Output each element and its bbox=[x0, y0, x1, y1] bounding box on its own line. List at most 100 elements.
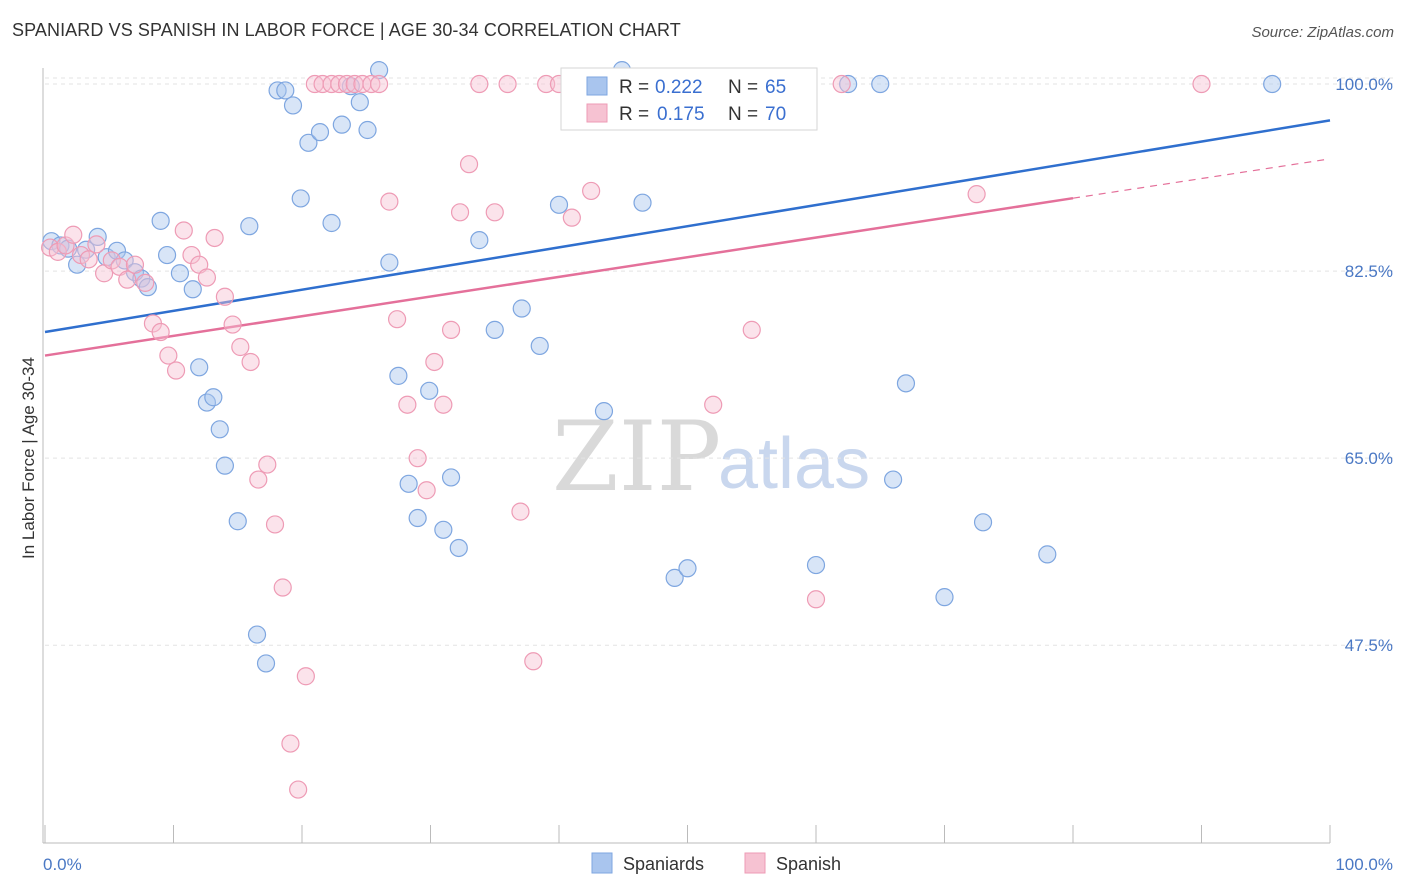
data-point-spaniards bbox=[88, 227, 107, 246]
data-point-spaniards bbox=[240, 217, 259, 236]
data-point-spaniards bbox=[449, 538, 468, 558]
data-point-spanish bbox=[441, 320, 461, 339]
data-point-spaniards bbox=[299, 133, 318, 152]
data-point-spanish bbox=[241, 352, 260, 372]
data-point-spanish bbox=[182, 245, 201, 265]
y-tick-label: 100.0% bbox=[1335, 75, 1393, 94]
data-point-spaniards bbox=[256, 654, 276, 673]
data-point-spanish bbox=[87, 235, 106, 254]
data-point-spaniards bbox=[1263, 74, 1282, 94]
data-point-spaniards bbox=[389, 366, 408, 385]
legend-swatch-spaniards bbox=[586, 76, 608, 96]
trend-lines bbox=[44, 119, 1331, 357]
data-point-spaniards bbox=[633, 193, 652, 212]
y-tick-label: 65.0% bbox=[1345, 449, 1393, 468]
data-point-spaniards bbox=[530, 336, 549, 356]
data-point-spanish bbox=[118, 270, 137, 289]
data-point-spanish bbox=[64, 225, 83, 244]
data-point-spaniards bbox=[228, 512, 247, 531]
data-point-spaniards bbox=[806, 555, 826, 575]
data-point-spanish bbox=[380, 192, 399, 211]
legend-swatch-spanish bbox=[586, 103, 608, 123]
chart-title: SPANIARD VS SPANISH IN LABOR FORCE | AGE… bbox=[12, 20, 681, 40]
data-point-spanish bbox=[524, 652, 543, 671]
data-point-spaniards bbox=[399, 474, 418, 493]
data-point-spanish bbox=[417, 481, 436, 500]
data-point-spanish bbox=[398, 395, 417, 414]
data-point-spaniards bbox=[204, 388, 223, 407]
bottom-legend-swatch-spaniards bbox=[591, 852, 613, 874]
data-point-spaniards bbox=[358, 120, 377, 140]
legend-n-label-spanish: N = bbox=[728, 104, 758, 125]
data-point-spaniards bbox=[42, 232, 61, 251]
data-point-spaniards bbox=[268, 81, 287, 100]
data-point-spaniards bbox=[1038, 545, 1057, 564]
data-point-spanish bbox=[166, 361, 186, 380]
data-point-spaniards bbox=[512, 299, 531, 318]
bottom-legend: Spaniards Spanish bbox=[591, 852, 841, 874]
data-point-spaniards bbox=[68, 255, 87, 274]
data-point-spaniards bbox=[470, 231, 489, 250]
data-point-spanish bbox=[136, 273, 155, 292]
data-point-spaniards bbox=[183, 280, 202, 299]
data-point-spaniards bbox=[441, 468, 461, 487]
data-point-spanish bbox=[967, 185, 986, 204]
data-point-spanish bbox=[470, 74, 489, 94]
x-tick-label-right: 100.0% bbox=[1335, 855, 1393, 874]
data-point-spanish bbox=[281, 734, 300, 753]
legend-r-value-spanish: 0.175 bbox=[657, 104, 705, 125]
data-point-spaniards bbox=[665, 568, 684, 587]
legend-n-label-spaniards: N = bbox=[728, 77, 758, 98]
data-point-spanish bbox=[151, 322, 170, 342]
data-point-spaniards bbox=[210, 420, 229, 439]
data-point-spaniards bbox=[322, 213, 341, 233]
data-point-spanish bbox=[197, 268, 217, 287]
data-point-spanish bbox=[223, 315, 242, 334]
y-axis-label: In Labor Force | Age 30-34 bbox=[19, 357, 38, 559]
data-point-spaniards bbox=[380, 253, 399, 272]
legend-r-label-spaniards: R = bbox=[619, 77, 649, 98]
data-point-spaniards bbox=[935, 588, 954, 607]
data-point-spaniards bbox=[420, 381, 439, 400]
data-point-spaniards bbox=[310, 123, 330, 142]
data-point-spaniards bbox=[350, 93, 369, 112]
data-point-spanish bbox=[434, 395, 453, 414]
data-point-spaniards bbox=[549, 195, 569, 214]
data-point-spanish bbox=[450, 203, 470, 222]
series-spanish bbox=[41, 74, 1211, 799]
watermark-zip: ZIP bbox=[552, 401, 721, 513]
data-point-spaniards bbox=[247, 625, 267, 644]
data-point-spaniards bbox=[678, 559, 697, 578]
data-point-spanish bbox=[806, 590, 826, 609]
data-point-spanish bbox=[408, 449, 427, 468]
data-point-spaniards bbox=[594, 402, 614, 421]
legend: R = 0.222 N = 65 R = 0.175 N = 70 bbox=[560, 67, 818, 131]
data-point-spanish bbox=[273, 578, 292, 597]
data-point-spanish bbox=[205, 228, 224, 248]
data-point-spaniards bbox=[871, 74, 890, 94]
data-point-spanish bbox=[265, 515, 285, 534]
data-point-spaniards bbox=[215, 456, 234, 475]
data-point-spanish bbox=[79, 250, 98, 269]
data-point-spaniards bbox=[276, 81, 295, 100]
data-point-spanish bbox=[296, 667, 315, 686]
data-point-spanish bbox=[337, 74, 357, 94]
data-point-spanish bbox=[704, 395, 723, 414]
bottom-legend-swatch-spanish bbox=[744, 852, 766, 874]
legend-n-value-spanish: 70 bbox=[765, 104, 786, 125]
legend-r-label-spanish: R = bbox=[619, 104, 649, 125]
data-point-spanish bbox=[742, 320, 761, 339]
trend-line-spaniards bbox=[44, 119, 1331, 334]
data-point-spanish bbox=[537, 74, 556, 94]
data-point-spanish bbox=[498, 74, 517, 94]
data-point-spaniards bbox=[408, 508, 427, 528]
data-point-spaniards bbox=[883, 470, 903, 489]
legend-n-value-spaniards: 65 bbox=[765, 77, 786, 98]
data-point-spaniards bbox=[434, 520, 453, 539]
data-point-spanish bbox=[362, 74, 381, 94]
data-point-spanish bbox=[562, 208, 581, 227]
data-point-spaniards bbox=[283, 96, 303, 115]
data-point-spanish bbox=[1192, 74, 1211, 94]
data-point-spanish bbox=[322, 74, 341, 94]
